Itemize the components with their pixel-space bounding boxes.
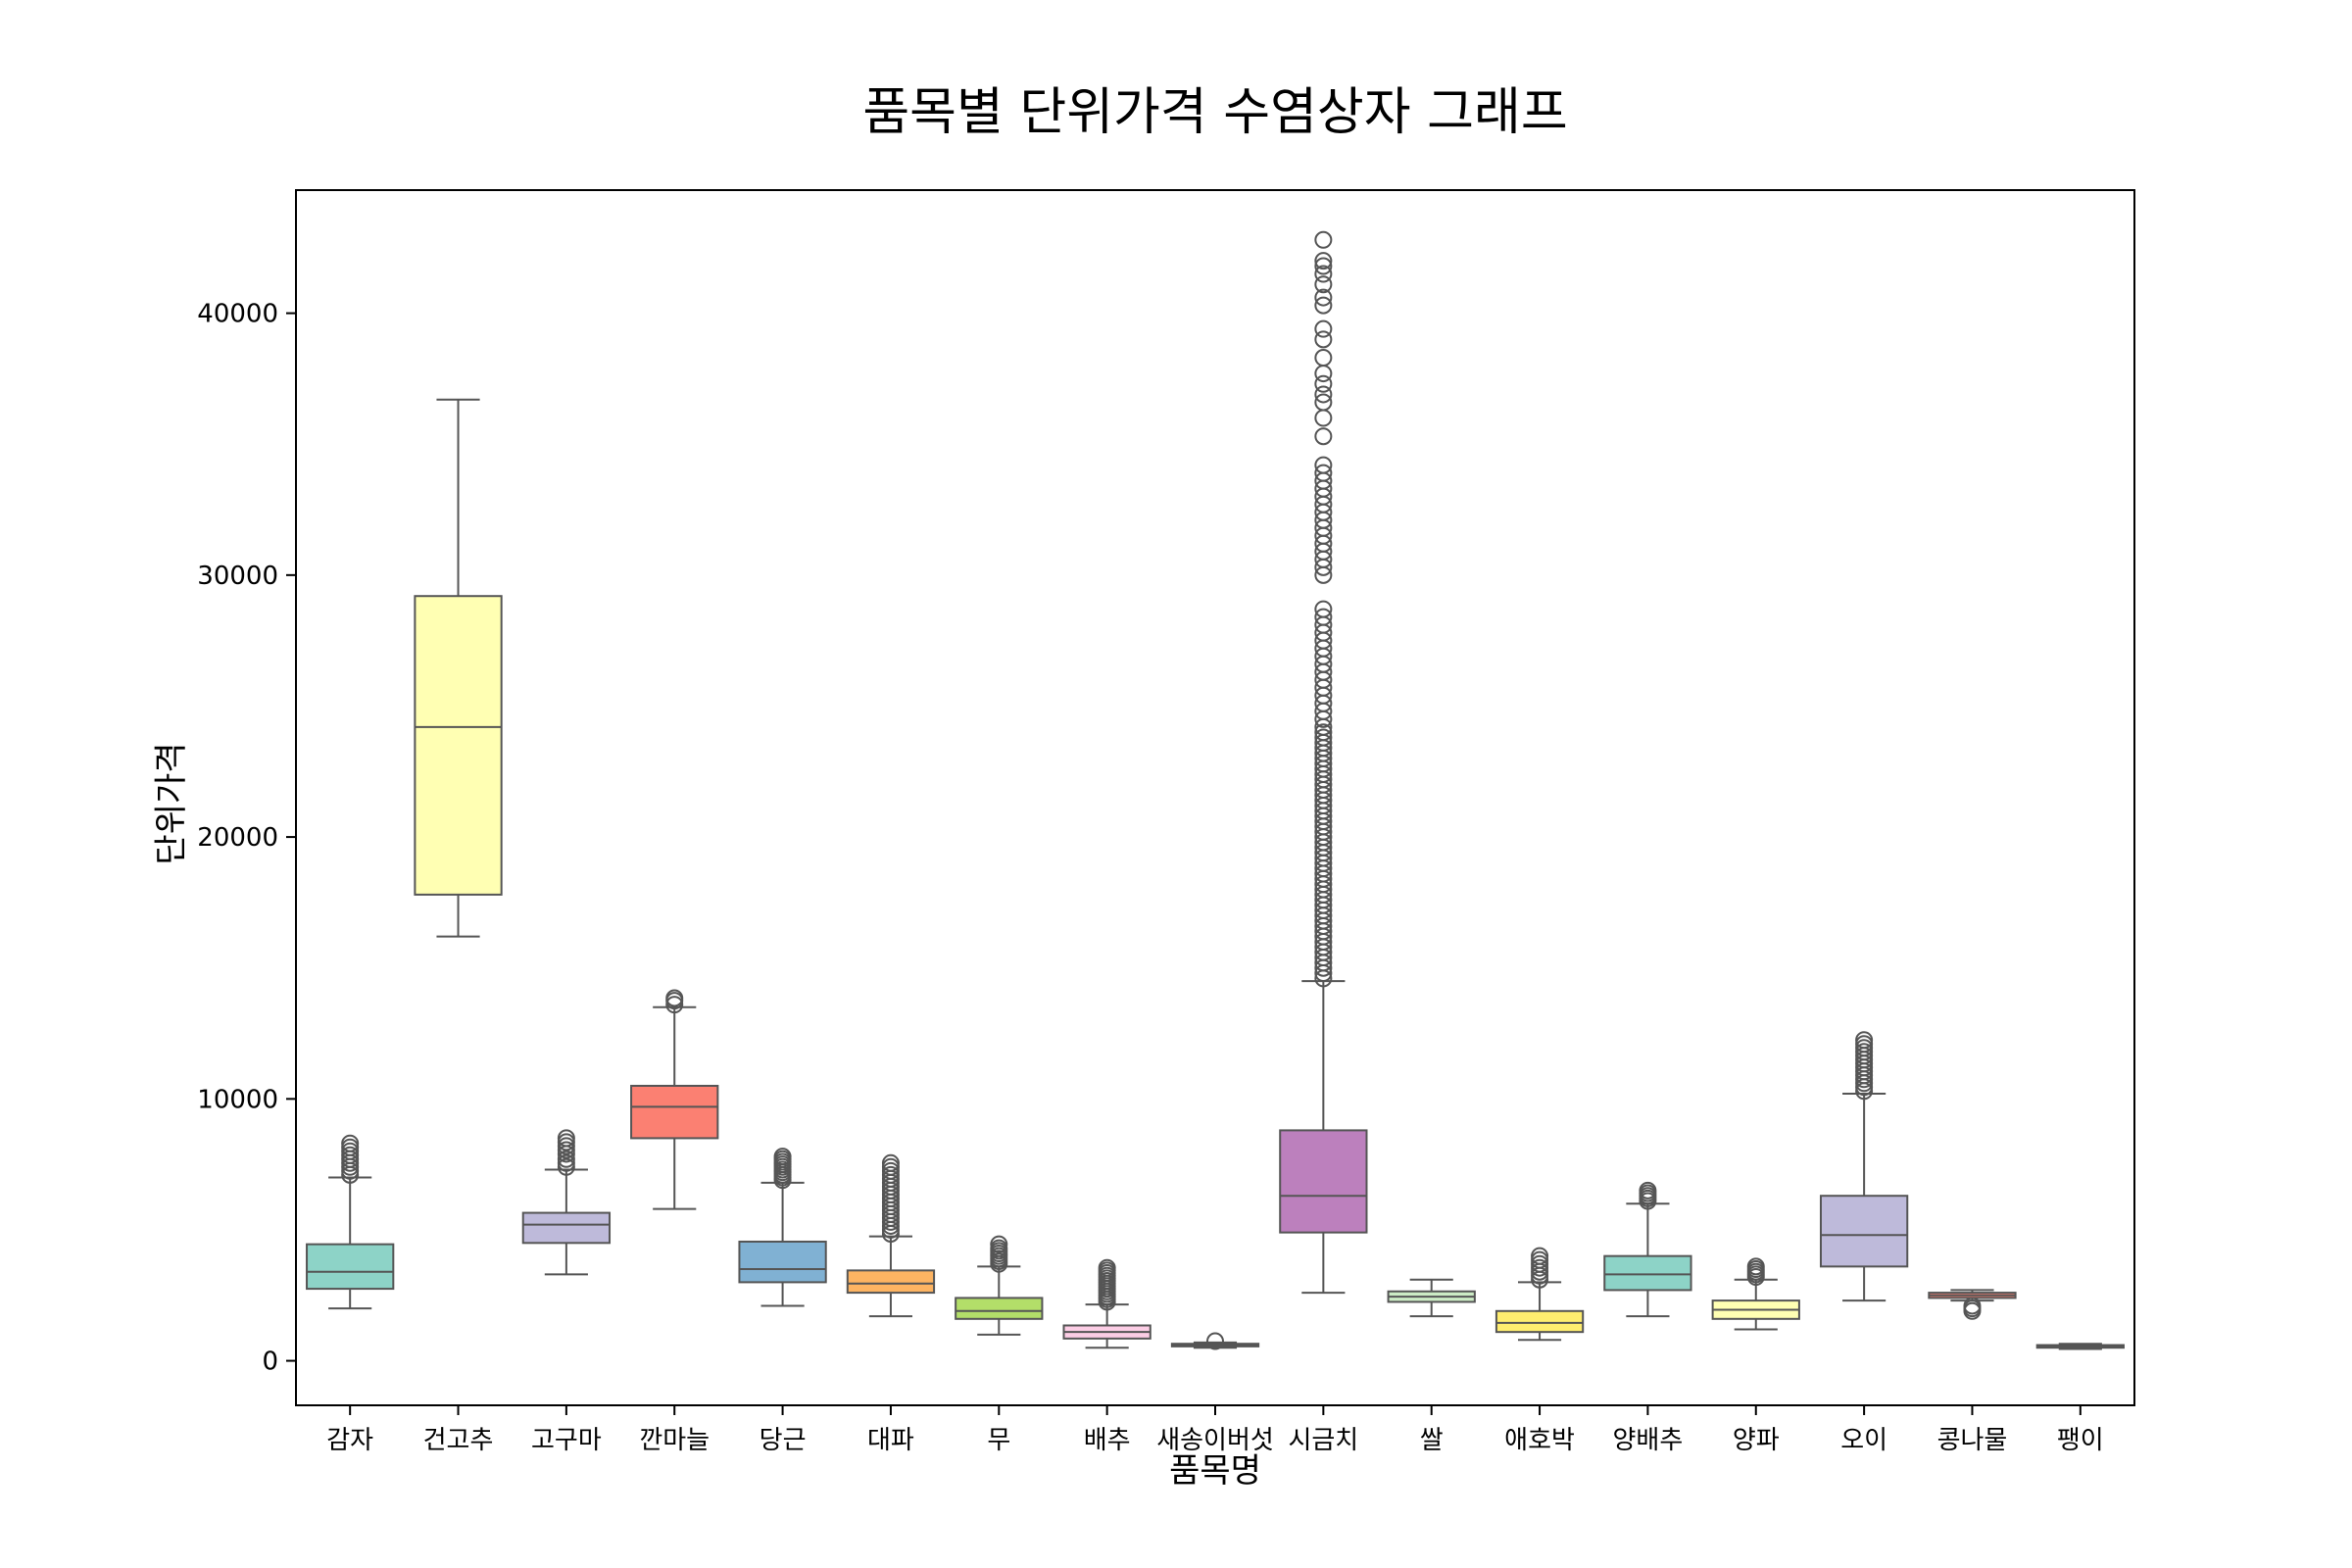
outlier-point — [1855, 1031, 1874, 1050]
box-group — [521, 1129, 612, 1276]
outlier-point — [1314, 349, 1333, 368]
box-iqr — [1279, 1129, 1368, 1234]
outlier-point — [1314, 275, 1333, 294]
y-tick-label: 0 — [262, 1348, 278, 1377]
outlier-point — [1531, 1247, 1549, 1265]
outlier-point — [1314, 288, 1333, 307]
box-iqr — [1819, 1195, 1909, 1268]
box-group — [1603, 1181, 1692, 1318]
outlier-point — [1206, 1332, 1224, 1350]
box-group — [1062, 1258, 1152, 1349]
outlier-point — [1314, 265, 1333, 283]
outlier-point — [1314, 385, 1333, 404]
box-iqr — [630, 1084, 719, 1140]
y-tick-label: 40000 — [197, 300, 278, 329]
outlier-point — [1746, 1257, 1765, 1276]
x-tick-label: 대파 — [867, 1426, 914, 1455]
outlier-point — [1314, 427, 1333, 446]
x-tick-label: 오이 — [1840, 1426, 1887, 1455]
outlier-point — [1314, 464, 1333, 482]
box-iqr — [738, 1240, 827, 1284]
x-tick-label: 건고추 — [423, 1426, 494, 1455]
x-tick-label: 양배추 — [1613, 1426, 1684, 1455]
box-iqr — [1603, 1254, 1692, 1292]
box-group — [1279, 230, 1368, 1295]
outlier-point — [1314, 608, 1333, 626]
outlier-point — [1314, 319, 1333, 338]
outlier-point — [1314, 456, 1333, 474]
box-group — [2035, 1343, 2125, 1350]
axis-layer: 감자 건고추 고구마 깐마늘 당근 대파 무 배추 새송이버섯 시금치 쌀 애호박 양배추 양파 오이 콩나물… — [197, 300, 2103, 1455]
box-group — [306, 1134, 395, 1310]
outlier-point — [1098, 1258, 1116, 1277]
x-tick-label: 무 — [987, 1426, 1010, 1455]
outlier-point — [990, 1235, 1008, 1253]
box-iqr — [521, 1211, 612, 1245]
y-tick-label: 10000 — [197, 1085, 278, 1114]
outlier-point — [1314, 230, 1333, 249]
x-tick-label: 감자 — [326, 1426, 373, 1455]
outlier-point — [1314, 409, 1333, 427]
outlier-point — [1314, 728, 1333, 747]
outlier-point — [1314, 393, 1333, 412]
outlier-point — [1314, 600, 1333, 618]
box-iqr — [846, 1269, 936, 1295]
box-group — [955, 1235, 1044, 1336]
chart-title: 품목별 단위가격 수염상자 그래프 — [862, 83, 1567, 142]
y-tick-label: 20000 — [197, 823, 278, 853]
outlier-point — [1963, 1297, 1982, 1315]
y-tick-label: 30000 — [197, 562, 278, 591]
box-group — [1387, 1278, 1476, 1318]
box-group — [1819, 1031, 1909, 1302]
x-tick-label: 양파 — [1733, 1426, 1780, 1455]
outlier-point — [773, 1148, 792, 1166]
box-group — [414, 398, 503, 938]
x-tick-label: 고구마 — [531, 1426, 602, 1455]
x-tick-label: 애호박 — [1504, 1426, 1575, 1455]
x-tick-label: 쌀 — [1420, 1426, 1444, 1455]
box-iqr — [306, 1243, 395, 1291]
box-group — [738, 1148, 827, 1307]
outlier-point — [1314, 374, 1333, 393]
x-tick-label: 깐마늘 — [639, 1426, 710, 1455]
box-iqr — [955, 1297, 1044, 1320]
outlier-point — [1314, 365, 1333, 383]
box-iqr — [1494, 1309, 1585, 1334]
outlier-point — [557, 1129, 575, 1148]
outlier-point — [557, 1150, 575, 1168]
outlier-point — [1314, 257, 1333, 275]
box-group — [846, 1153, 936, 1318]
outlier-point — [1639, 1181, 1657, 1200]
outlier-point — [665, 989, 684, 1007]
x-tick-label: 시금치 — [1288, 1426, 1358, 1455]
x-tick-label: 콩나물 — [1937, 1426, 2008, 1455]
x-tick-label: 새송이버섯 — [1156, 1426, 1274, 1455]
x-tick-label: 배추 — [1084, 1426, 1131, 1455]
outlier-point — [341, 1134, 360, 1152]
outlier-point — [1314, 296, 1333, 315]
box-group — [630, 989, 719, 1210]
plot-layer — [306, 230, 2125, 1350]
outlier-point — [881, 1153, 900, 1172]
outlier-point — [1314, 330, 1333, 349]
box-group — [1494, 1247, 1585, 1342]
x-axis-label: 품목명 — [1169, 1451, 1261, 1491]
box-group — [1928, 1289, 2017, 1320]
x-tick-label: 팽이 — [2057, 1426, 2104, 1455]
y-axis-label: 단위가격 — [152, 742, 191, 864]
outlier-point — [1314, 723, 1333, 742]
outlier-point — [1314, 252, 1333, 270]
box-group — [1170, 1332, 1260, 1350]
box-group — [1711, 1257, 1800, 1331]
box-iqr — [414, 595, 503, 896]
x-tick-label: 당근 — [760, 1426, 807, 1455]
